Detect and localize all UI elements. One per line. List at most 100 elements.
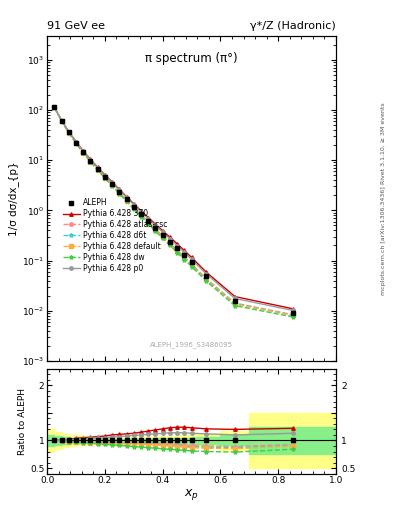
Pythia 6.428 p0 xyxy=(95,165,100,171)
Pythia 6.428 p0 xyxy=(290,307,295,313)
Pythia 6.428 dw xyxy=(204,278,208,284)
Pythia 6.428 dw xyxy=(233,303,237,309)
Pythia 6.428 d6t xyxy=(81,150,86,156)
Pythia 6.428 default xyxy=(175,248,180,254)
Pythia 6.428 370 xyxy=(182,247,187,253)
ALEPH xyxy=(88,158,93,164)
Pythia 6.428 atlas-csc xyxy=(59,118,64,124)
Pythia 6.428 p0 xyxy=(110,180,114,186)
ALEPH xyxy=(59,118,64,124)
Pythia 6.428 atlas-csc xyxy=(110,182,114,188)
Pythia 6.428 p0 xyxy=(139,208,143,215)
Pythia 6.428 dw xyxy=(189,264,194,270)
Pythia 6.428 p0 xyxy=(124,195,129,201)
Pythia 6.428 atlas-csc xyxy=(139,212,143,218)
Pythia 6.428 370 xyxy=(160,228,165,234)
Pythia 6.428 370 xyxy=(233,293,237,300)
Pythia 6.428 atlas-csc xyxy=(88,158,93,164)
Pythia 6.428 dw xyxy=(88,159,93,165)
Pythia 6.428 default xyxy=(233,301,237,307)
Pythia 6.428 dw xyxy=(139,214,143,220)
Pythia 6.428 370 xyxy=(139,208,143,214)
Line: Pythia 6.428 dw: Pythia 6.428 dw xyxy=(52,105,295,319)
Pythia 6.428 p0 xyxy=(81,148,86,155)
Pythia 6.428 atlas-csc xyxy=(146,219,151,225)
Pythia 6.428 d6t xyxy=(167,241,172,247)
Pythia 6.428 d6t xyxy=(204,276,208,282)
Pythia 6.428 d6t xyxy=(189,262,194,268)
Pythia 6.428 atlas-csc xyxy=(117,190,122,196)
Pythia 6.428 p0 xyxy=(59,117,64,123)
Pythia 6.428 dw xyxy=(290,314,295,320)
Text: mcplots.cern.ch [arXiv:1306.3436]: mcplots.cern.ch [arXiv:1306.3436] xyxy=(381,186,386,295)
Pythia 6.428 p0 xyxy=(132,202,136,208)
Pythia 6.428 default xyxy=(204,276,208,283)
Pythia 6.428 default xyxy=(146,220,151,226)
Pythia 6.428 d6t xyxy=(74,140,79,146)
Line: ALEPH: ALEPH xyxy=(52,104,295,315)
Pythia 6.428 atlas-csc xyxy=(167,240,172,246)
Pythia 6.428 p0 xyxy=(182,249,187,255)
Pythia 6.428 370 xyxy=(167,234,172,240)
Pythia 6.428 p0 xyxy=(66,129,71,135)
Pythia 6.428 atlas-csc xyxy=(132,205,136,211)
Text: 91 GeV ee: 91 GeV ee xyxy=(47,21,105,31)
Pythia 6.428 p0 xyxy=(146,216,151,222)
Legend: ALEPH, Pythia 6.428 370, Pythia 6.428 atlas-csc, Pythia 6.428 d6t, Pythia 6.428 : ALEPH, Pythia 6.428 370, Pythia 6.428 at… xyxy=(60,195,171,276)
Pythia 6.428 atlas-csc xyxy=(175,247,180,253)
ALEPH xyxy=(175,245,180,251)
Pythia 6.428 d6t xyxy=(110,182,114,188)
Pythia 6.428 default xyxy=(167,241,172,247)
Pythia 6.428 dw xyxy=(175,249,180,255)
Pythia 6.428 default xyxy=(189,262,194,268)
Pythia 6.428 d6t xyxy=(175,247,180,253)
ALEPH xyxy=(103,174,107,180)
Y-axis label: Ratio to ALEPH: Ratio to ALEPH xyxy=(18,388,27,455)
Pythia 6.428 dw xyxy=(81,150,86,156)
Pythia 6.428 default xyxy=(103,175,107,181)
Y-axis label: 1/σ dσ/dx_{p}: 1/σ dσ/dx_{p} xyxy=(8,161,19,236)
Pythia 6.428 default xyxy=(52,104,57,110)
Pythia 6.428 dw xyxy=(160,236,165,242)
ALEPH xyxy=(132,203,136,209)
Pythia 6.428 dw xyxy=(124,199,129,205)
Pythia 6.428 dw xyxy=(103,175,107,181)
ALEPH xyxy=(290,310,295,316)
ALEPH xyxy=(74,139,79,145)
Text: γ*/Z (Hadronic): γ*/Z (Hadronic) xyxy=(250,21,336,31)
Line: Pythia 6.428 d6t: Pythia 6.428 d6t xyxy=(52,105,295,317)
Pythia 6.428 atlas-csc xyxy=(52,104,57,110)
Pythia 6.428 default xyxy=(290,312,295,318)
Text: π spectrum (π°): π spectrum (π°) xyxy=(145,52,238,65)
Pythia 6.428 370 xyxy=(66,129,71,135)
ALEPH xyxy=(146,218,151,224)
Pythia 6.428 p0 xyxy=(233,295,237,302)
Pythia 6.428 370 xyxy=(59,117,64,123)
Pythia 6.428 d6t xyxy=(160,233,165,240)
Pythia 6.428 370 xyxy=(189,254,194,261)
Pythia 6.428 d6t xyxy=(146,219,151,225)
Pythia 6.428 atlas-csc xyxy=(74,140,79,146)
ALEPH xyxy=(189,259,194,265)
X-axis label: $x_p$: $x_p$ xyxy=(184,487,199,502)
Pythia 6.428 p0 xyxy=(52,104,57,110)
Pythia 6.428 atlas-csc xyxy=(66,130,71,136)
Pythia 6.428 default xyxy=(160,234,165,240)
Pythia 6.428 d6t xyxy=(59,118,64,124)
Pythia 6.428 dw xyxy=(182,257,187,263)
Pythia 6.428 p0 xyxy=(103,173,107,179)
ALEPH xyxy=(139,211,143,217)
Pythia 6.428 atlas-csc xyxy=(124,197,129,203)
Pythia 6.428 p0 xyxy=(88,157,93,163)
Text: ALEPH_1996_S3486095: ALEPH_1996_S3486095 xyxy=(150,341,233,348)
Text: Rivet 3.1.10, ≥ 3M events: Rivet 3.1.10, ≥ 3M events xyxy=(381,102,386,184)
Pythia 6.428 atlas-csc xyxy=(233,300,237,306)
Pythia 6.428 default xyxy=(95,167,100,173)
Pythia 6.428 default xyxy=(81,150,86,156)
ALEPH xyxy=(66,129,71,135)
Pythia 6.428 p0 xyxy=(160,229,165,236)
Pythia 6.428 d6t xyxy=(290,312,295,318)
Pythia 6.428 dw xyxy=(59,118,64,124)
ALEPH xyxy=(167,239,172,245)
Pythia 6.428 default xyxy=(139,212,143,219)
